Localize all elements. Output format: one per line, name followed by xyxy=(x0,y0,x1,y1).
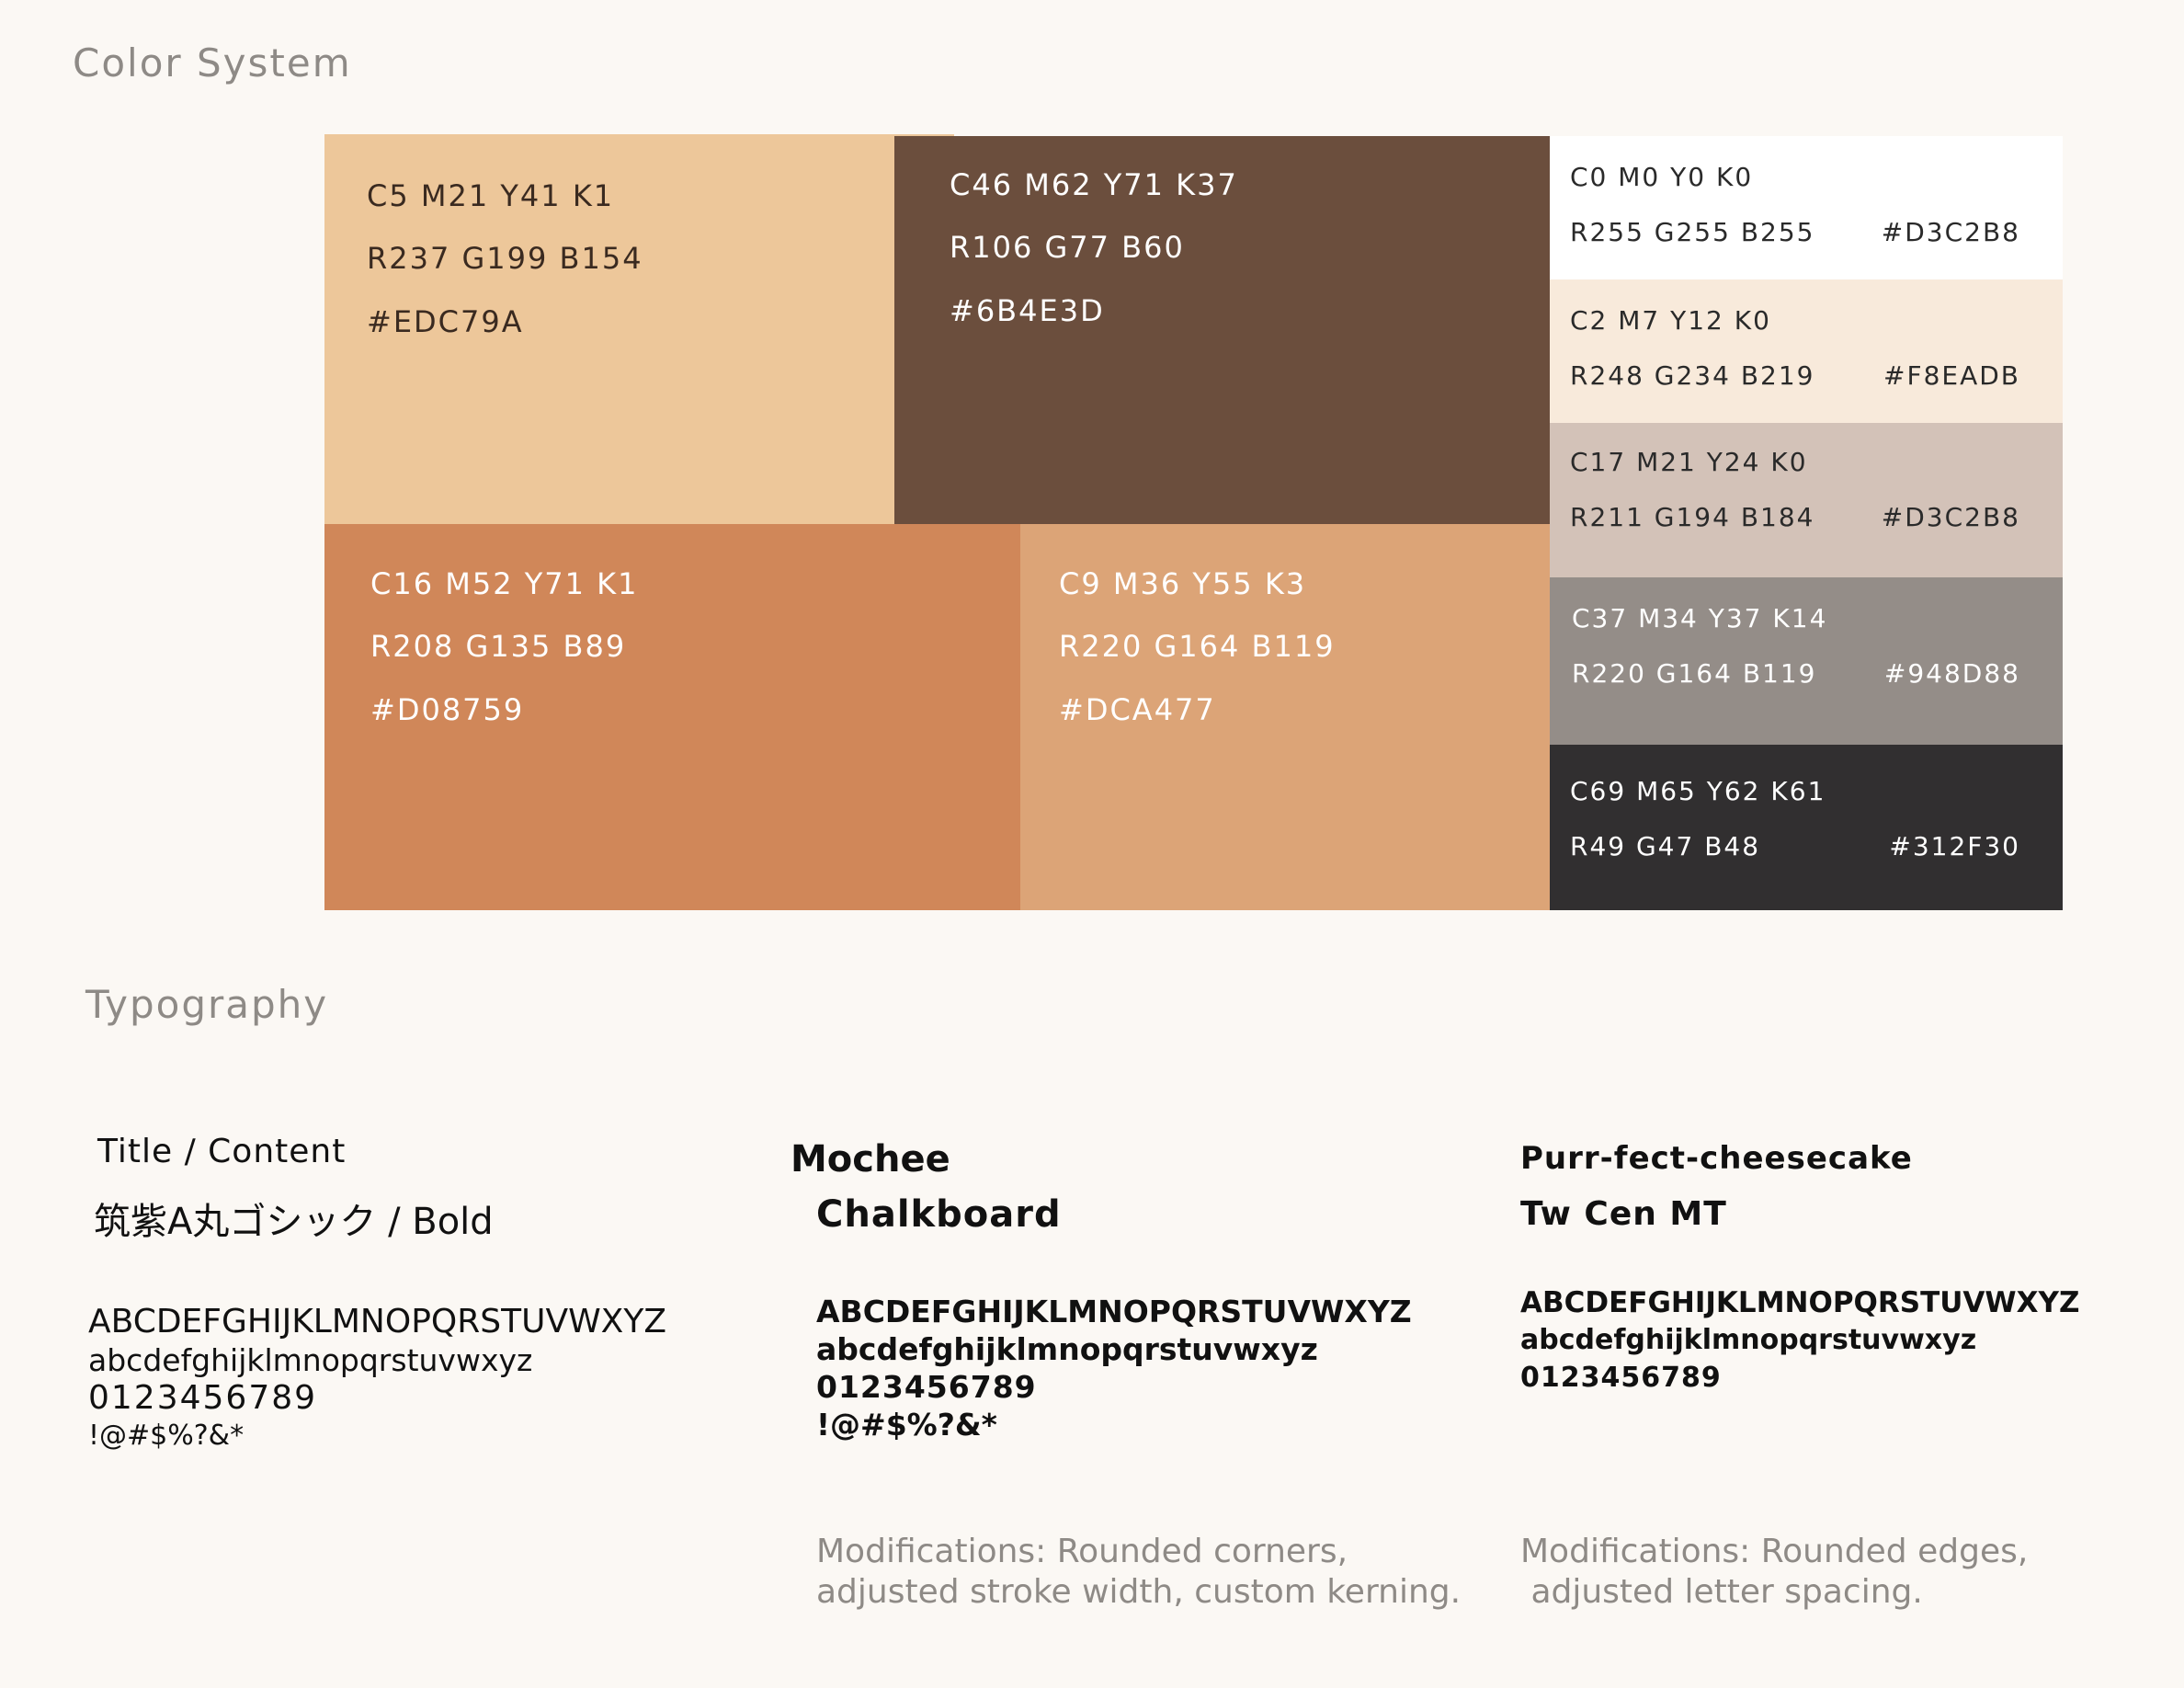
swatch-brown-cmyk: C46 M62 Y71 K37 xyxy=(950,167,1238,202)
type-col2-lowercase: abcdefghijklmnopqrstuvwxyz xyxy=(816,1331,1318,1367)
type-col3-note: Modifications: Rounded edges, adjusted l… xyxy=(1520,1532,2028,1613)
type-col3-font-name: Tw Cen MT xyxy=(1520,1195,1727,1233)
swatch-peach-rgb: R237 G199 B154 xyxy=(367,241,643,276)
type-col1-font-name: 筑紫A丸ゴシック / Bold xyxy=(94,1201,494,1243)
swatch-gray-rgb: R220 G164 B119 xyxy=(1572,658,1817,689)
swatch-taupe: C17 M21 Y24 K0 R211 G194 B184 #D3C2B8 xyxy=(1550,423,2063,577)
swatch-peach-hex: #EDC79A xyxy=(367,304,524,339)
swatch-terracotta-cmyk: C16 M52 Y71 K1 xyxy=(370,566,639,601)
type-col1-uppercase: ABCDEFGHIJKLMNOPQRSTUVWXYZ xyxy=(88,1303,666,1340)
swatch-terracotta-hex: #D08759 xyxy=(370,692,525,727)
swatch-gray-cmyk: C37 M34 Y37 K14 xyxy=(1572,603,1828,633)
swatch-taupe-cmyk: C17 M21 Y24 K0 xyxy=(1570,447,1808,477)
swatch-cream: C2 M7 Y12 K0 R248 G234 B219 #F8EADB xyxy=(1550,279,2063,423)
type-col1-lowercase: abcdefghijklmnopqrstuvwxyz xyxy=(88,1342,533,1378)
swatch-cream-cmyk: C2 M7 Y12 K0 xyxy=(1570,305,1771,336)
swatch-cream-hex: #F8EADB xyxy=(1883,360,2020,391)
swatch-charcoal: C69 M65 Y62 K61 R49 G47 B48 #312F30 xyxy=(1550,745,2063,910)
swatch-charcoal-cmyk: C69 M65 Y62 K61 xyxy=(1570,776,1826,806)
type-col2-uppercase: ABCDEFGHIJKLMNOPQRSTUVWXYZ xyxy=(816,1294,1412,1329)
swatch-brown-rgb: R106 G77 B60 xyxy=(950,230,1185,265)
swatch-gray: C37 M34 Y37 K14 R220 G164 B119 #948D88 xyxy=(1550,577,2063,745)
type-col3-specimen: ABCDEFGHIJKLMNOPQRSTUVWXYZ abcdefghijklm… xyxy=(1520,1283,2079,1397)
type-col1-symbols: !@#$%?&* xyxy=(88,1420,245,1452)
type-col2-symbols: !@#$%?&* xyxy=(816,1407,997,1443)
swatch-tan-rgb: R220 G164 B119 xyxy=(1059,629,1336,664)
swatch-white-cmyk: C0 M0 Y0 K0 xyxy=(1570,162,1754,192)
swatch-terracotta: C16 M52 Y71 K1 R208 G135 B89 #D08759 xyxy=(324,524,1020,910)
type-col2-label: Mochee xyxy=(791,1138,950,1180)
swatch-tan-cmyk: C9 M36 Y55 K3 xyxy=(1059,566,1307,601)
swatch-white: C0 M0 Y0 K0 R255 G255 B255 #D3C2B8 xyxy=(1550,136,2063,279)
swatch-white-hex: #D3C2B8 xyxy=(1881,217,2020,247)
swatch-taupe-rgb: R211 G194 B184 xyxy=(1570,502,1815,532)
swatch-white-rgb: R255 G255 B255 xyxy=(1570,217,1815,247)
type-col3-label: Purr-fect-cheesecake xyxy=(1520,1140,1913,1177)
type-col3-uppercase: ABCDEFGHIJKLMNOPQRSTUVWXYZ xyxy=(1520,1286,2080,1319)
type-col3-lowercase: abcdefghijklmnopqrstuvwxyz xyxy=(1520,1324,1977,1356)
type-col1-digits: 0123456789 xyxy=(88,1379,318,1417)
swatch-brown-hex: #6B4E3D xyxy=(950,293,1105,328)
swatch-taupe-hex: #D3C2B8 xyxy=(1881,502,2020,532)
swatch-brown: C46 M62 Y71 K37 R106 G77 B60 #6B4E3D xyxy=(894,136,1550,524)
type-col1-label: Title / Content xyxy=(97,1133,347,1170)
swatch-terracotta-rgb: R208 G135 B89 xyxy=(370,629,627,664)
color-system-title: Color System xyxy=(73,40,352,86)
swatch-charcoal-rgb: R49 G47 B48 xyxy=(1570,831,1761,861)
type-col2-digits: 0123456789 xyxy=(816,1369,1037,1405)
swatch-peach-cmyk: C5 M21 Y41 K1 xyxy=(367,178,615,213)
type-col2-font-name: Chalkboard xyxy=(816,1193,1062,1236)
type-col3-note-line1: Modifications: Rounded edges, xyxy=(1520,1533,2029,1570)
type-col2-specimen: ABCDEFGHIJKLMNOPQRSTUVWXYZ abcdefghijklm… xyxy=(816,1293,1412,1443)
typography-title: Typography xyxy=(85,982,329,1027)
type-col3-note-line2: adjusted letter spacing. xyxy=(1520,1573,1923,1611)
swatch-cream-rgb: R248 G234 B219 xyxy=(1570,360,1815,391)
swatch-tan-hex: #DCA477 xyxy=(1059,692,1216,727)
type-col2-note-line1: Modifications: Rounded corners, xyxy=(816,1533,1348,1570)
type-col1-specimen: ABCDEFGHIJKLMNOPQRSTUVWXYZ abcdefghijklm… xyxy=(88,1302,666,1454)
swatch-charcoal-hex: #312F30 xyxy=(1889,831,2020,861)
swatch-gray-hex: #948D88 xyxy=(1883,658,2020,689)
type-col2-note: Modifications: Rounded corners, adjusted… xyxy=(816,1532,1461,1613)
swatch-tan: C9 M36 Y55 K3 R220 G164 B119 #DCA477 xyxy=(1020,524,1550,910)
type-col3-digits: 0123456789 xyxy=(1520,1362,1722,1394)
type-col2-note-line2: adjusted stroke width, custom kerning. xyxy=(816,1573,1462,1611)
swatch-peach: C5 M21 Y41 K1 R237 G199 B154 #EDC79A xyxy=(324,134,954,524)
